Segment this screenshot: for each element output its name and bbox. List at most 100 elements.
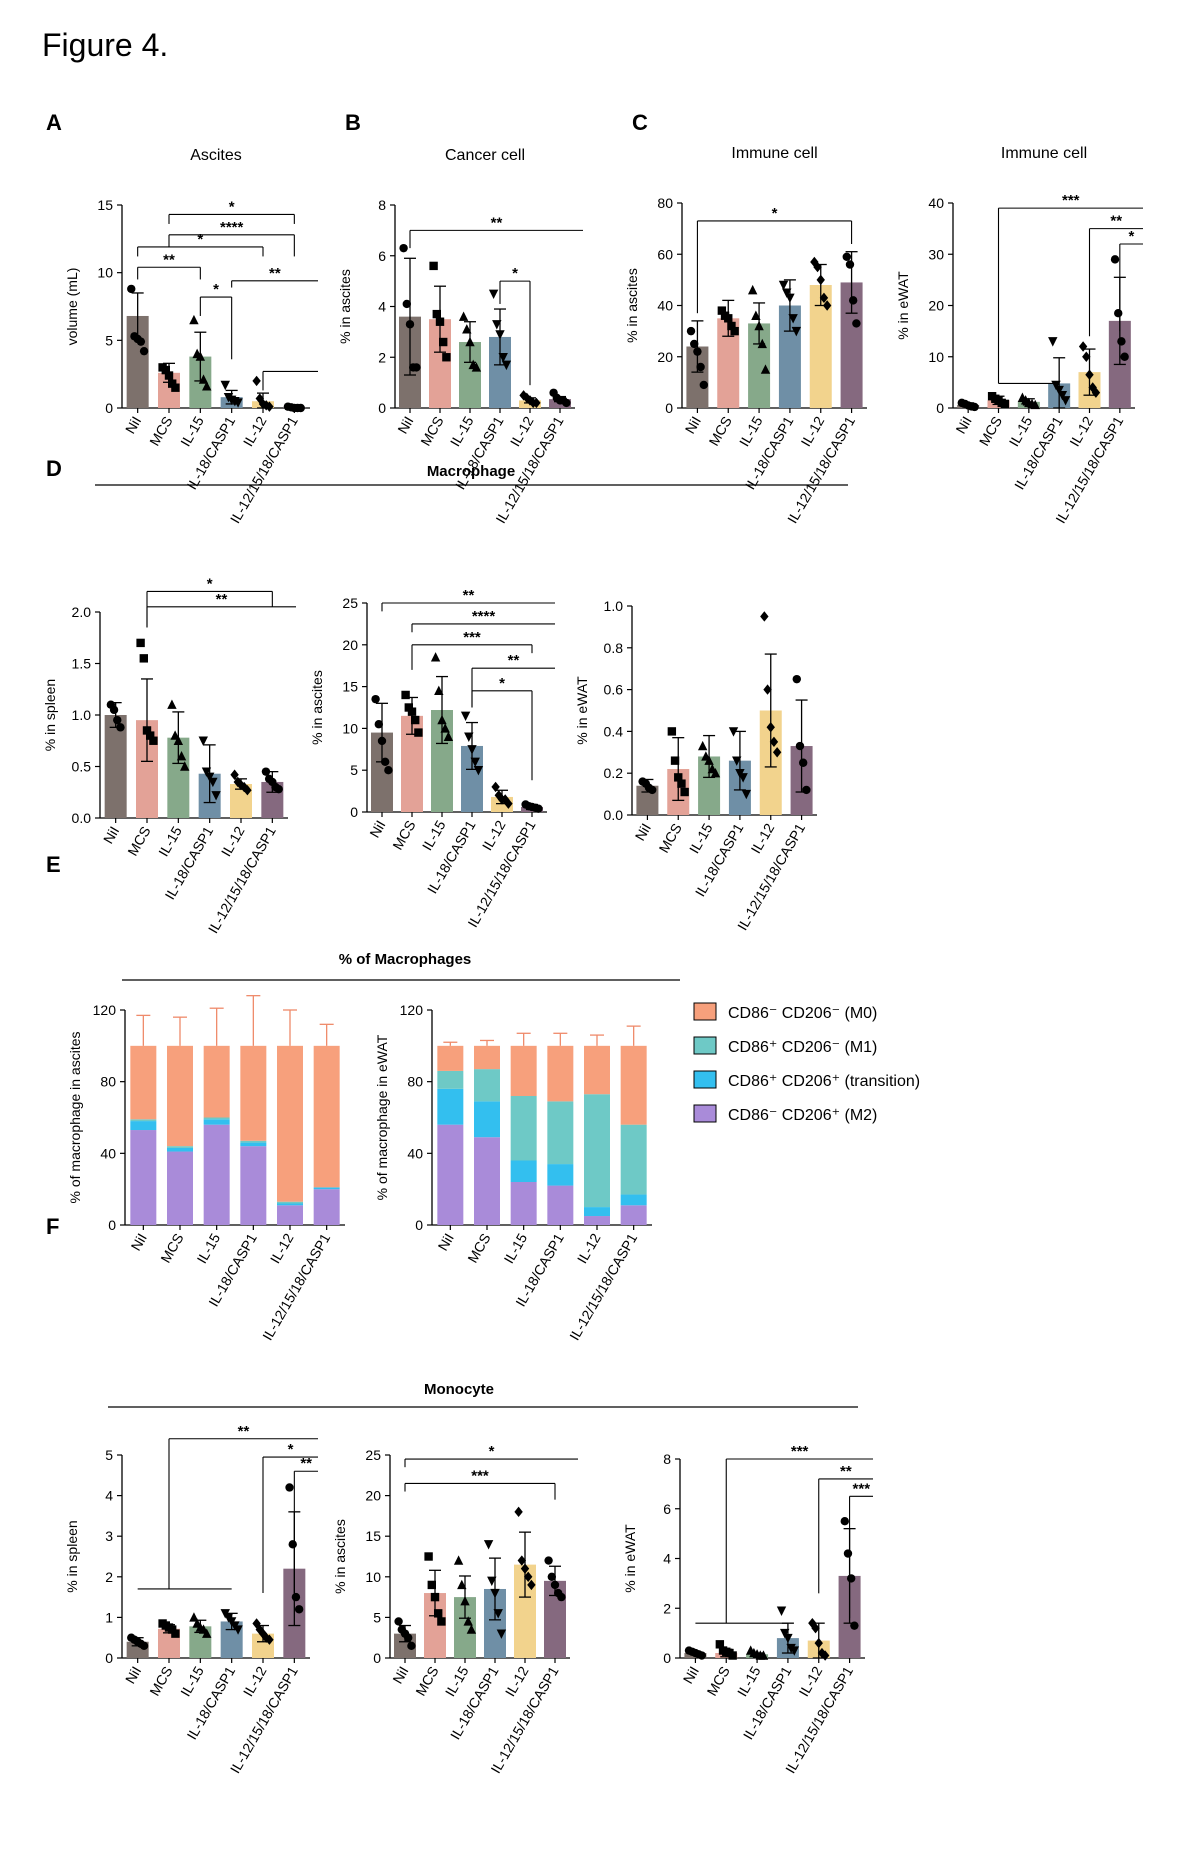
x-tick-label-nii: NiI (682, 414, 704, 437)
data-point-il-15 (751, 310, 761, 320)
data-point-il-12 (233, 776, 242, 788)
data-point-il-18-casp1 (1054, 385, 1064, 396)
y-tick-label: 60 (657, 246, 673, 262)
stack-m2-il-12-15-18-casp1 (313, 1189, 340, 1225)
data-point-nii (113, 715, 122, 725)
data-point-nii (374, 720, 383, 729)
bar-il-18-casp1 (484, 1588, 506, 1658)
data-point-il-18-casp1 (201, 767, 212, 777)
data-point-mcs (717, 306, 727, 315)
data-point-mcs (401, 690, 410, 700)
data-point-il-15 (437, 714, 447, 725)
stack-m0-il-12 (584, 1045, 610, 1095)
y-tick-label: 120 (400, 1002, 424, 1018)
data-point-il-18-casp1 (488, 289, 499, 300)
data-point-nii (693, 347, 702, 356)
data-point-nii (970, 402, 979, 412)
y-tick-label: 40 (100, 1145, 116, 1161)
x-tick-label-mcs: MCS (464, 1231, 493, 1266)
stack-transition-il-12-15-18-casp1 (620, 1194, 647, 1206)
data-point-il-15 (747, 284, 758, 295)
chart-b-cancer: Cancer cell 0 2 4 6 8 % in ascites NiI MCS IL-15 I… (337, 147, 583, 526)
y-tick-label: 1.0 (72, 707, 92, 723)
data-point-il-18-casp1 (208, 777, 218, 788)
y-tick-label: 40 (407, 1145, 423, 1161)
significance-label: ** (1110, 213, 1122, 230)
y-tick-label: 15 (97, 197, 113, 213)
data-point-mcs (437, 1617, 446, 1626)
data-point-il-18-casp1 (211, 791, 221, 801)
data-point-il-18-casp1 (741, 789, 752, 800)
stack-m0-nii (437, 1045, 464, 1071)
y-axis-label: % of macrophage in ascites (67, 1032, 83, 1204)
legend-swatch-m2 (693, 1104, 717, 1123)
data-point-nii (648, 785, 657, 795)
stack-m2-il-12-15-18-casp1 (620, 1205, 647, 1225)
data-point-mcs (146, 731, 155, 740)
data-point-il-12-15-18-casp1 (294, 1605, 304, 1614)
data-point-nii (407, 1641, 416, 1651)
stack-m1-il-18-casp1 (240, 1140, 267, 1143)
data-point-il-12 (816, 274, 825, 286)
data-point-il-15 (758, 1650, 769, 1660)
x-tick-label-il-15: IL-15 (686, 820, 716, 856)
significance-label: **** (220, 219, 244, 236)
data-point-il-12 (810, 256, 819, 268)
y-tick-label: 5 (350, 762, 358, 778)
x-tick-label-mcs: MCS (146, 414, 175, 449)
y-tick-label: 1.5 (72, 656, 92, 672)
stack-transition-mcs (167, 1147, 193, 1152)
x-tick-label-il-12: IL-12 (798, 413, 828, 449)
data-point-il-12 (817, 1647, 827, 1659)
data-point-il-15 (754, 320, 764, 331)
data-point-il-18-casp1 (495, 330, 505, 340)
data-point-il-18-casp1 (1048, 337, 1058, 347)
data-point-mcs (728, 1651, 737, 1660)
y-tick-label: 0.0 (72, 810, 92, 826)
data-point-il-15 (1030, 399, 1040, 410)
significance-label: *** (463, 629, 481, 646)
stack-transition-mcs (474, 1101, 500, 1138)
y-tick-label: 4 (378, 299, 386, 315)
x-tick-label-mcs: MCS (146, 1664, 175, 1699)
data-point-il-12-15-18-casp1 (852, 319, 861, 328)
y-tick-label: 0 (108, 1217, 116, 1233)
y-axis-label: volume (mL) (64, 268, 80, 346)
bar-il-18-casp1 (461, 745, 483, 812)
x-tick-label-il-12: IL-12 (218, 823, 248, 859)
data-point-nii (136, 337, 146, 346)
data-point-mcs (136, 638, 145, 648)
data-point-mcs (667, 727, 677, 736)
data-point-il-18-casp1 (1057, 390, 1068, 401)
data-point-il-12-15-18-casp1 (798, 758, 808, 767)
panel-letter-c: C (632, 110, 648, 135)
y-tick-label: 0 (105, 400, 113, 416)
data-point-il-12-15-18-casp1 (845, 260, 855, 269)
bar-nii (371, 732, 393, 812)
data-point-il-15 (167, 699, 177, 709)
significance-label: *** (853, 1480, 871, 1497)
data-point-il-18-casp1 (732, 756, 742, 766)
panel-letter-b: B (345, 110, 361, 135)
legend-swatch-m1 (693, 1036, 717, 1055)
x-tick-label-mcs: MCS (703, 1664, 732, 1699)
y-axis-label: % in ascites (337, 269, 353, 344)
stack-m0-il-18-casp1 (240, 1045, 267, 1141)
x-tick-label-nii: NiI (952, 414, 974, 437)
bar-nii (686, 346, 709, 408)
x-tick-label-nii: NiI (122, 1664, 144, 1687)
data-point-il-12 (769, 736, 779, 748)
y-tick-label: 4 (663, 1551, 671, 1567)
y-tick-label: 80 (657, 195, 673, 211)
stack-transition-il-15 (510, 1160, 537, 1182)
data-point-nii (412, 363, 421, 372)
significance-label: ** (508, 652, 520, 669)
data-point-il-12 (265, 401, 274, 412)
data-point-il-12 (1082, 351, 1091, 362)
y-tick-label: 3 (105, 1528, 113, 1544)
stack-m1-il-12-15-18-casp1 (620, 1124, 647, 1195)
data-point-nii (139, 346, 149, 356)
data-point-il-18-casp1 (204, 772, 215, 782)
